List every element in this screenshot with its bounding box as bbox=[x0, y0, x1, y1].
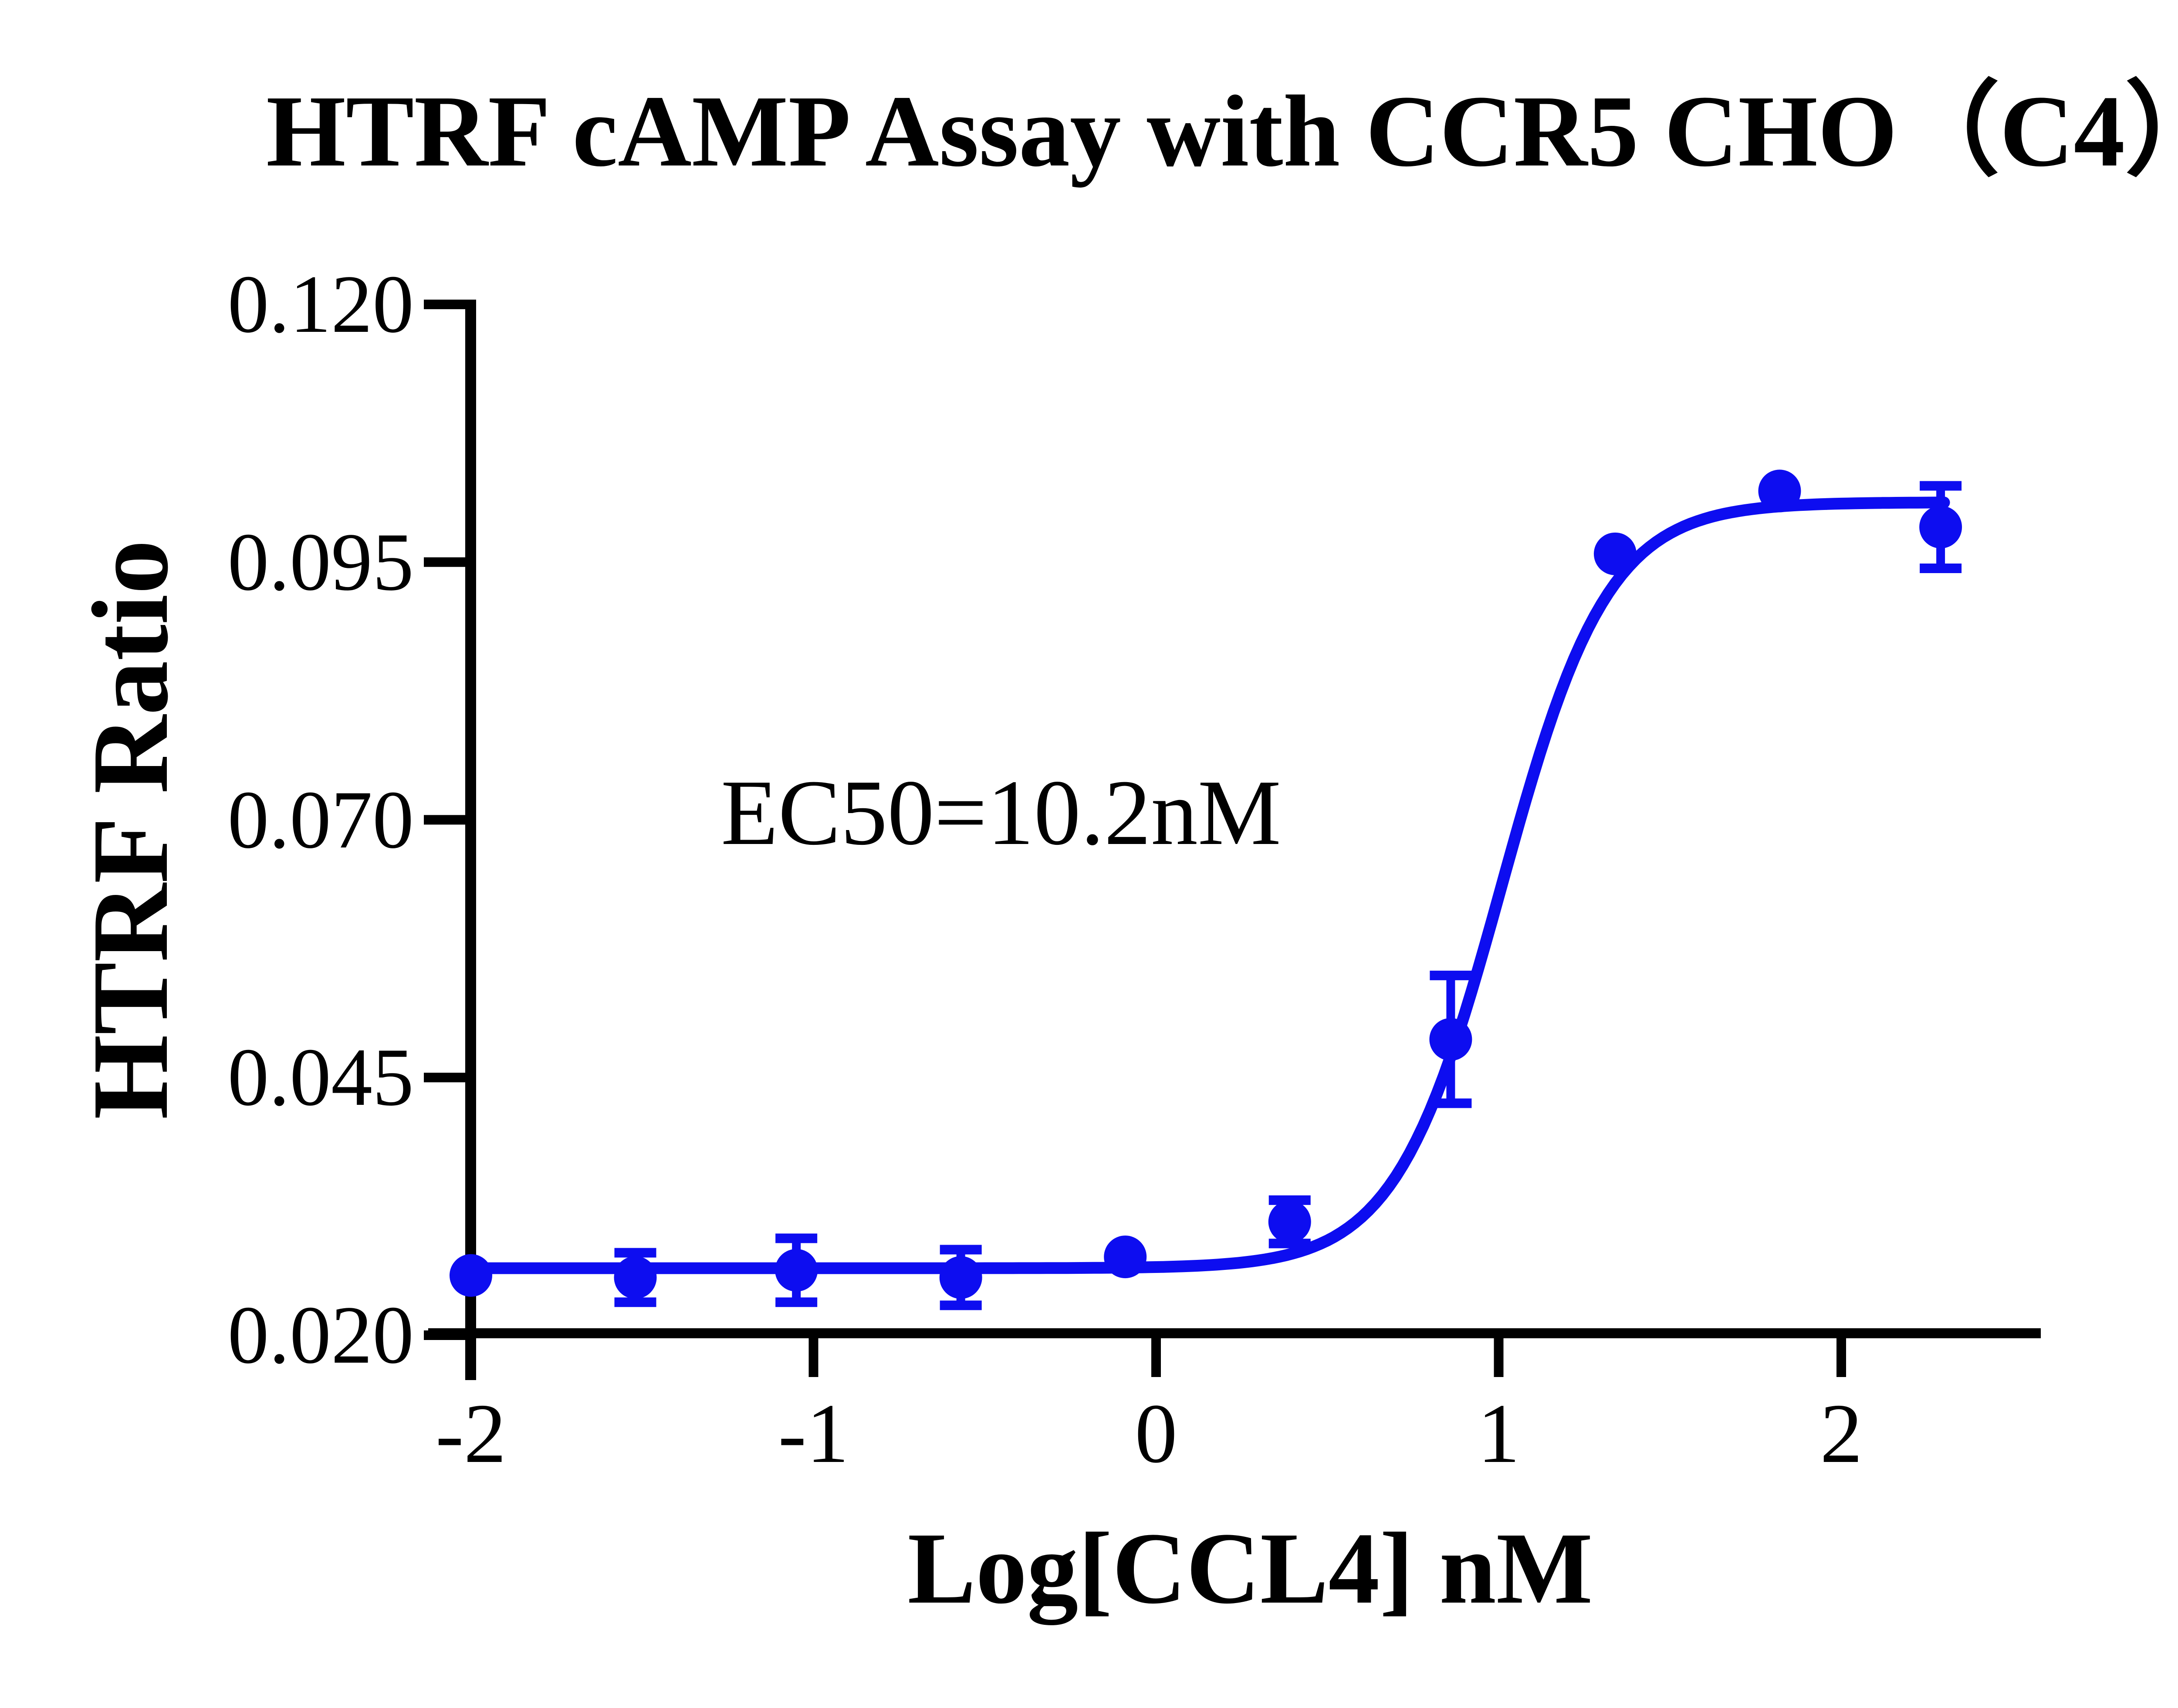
y-tick-label: 0.020 bbox=[227, 1289, 414, 1381]
x-tick-mark bbox=[466, 1338, 476, 1377]
y-tick-mark bbox=[424, 815, 465, 825]
chart-title: HTRF cAMP Assay with CCR5 CHO（C4） bbox=[266, 74, 2178, 188]
x-tick-label: 1 bbox=[1477, 1387, 1520, 1481]
data-point-marker bbox=[1919, 506, 1962, 549]
x-tick-label: 2 bbox=[1820, 1387, 1863, 1481]
x-tick-label: -2 bbox=[435, 1387, 507, 1481]
x-tick-mark bbox=[1494, 1338, 1504, 1377]
data-point-marker bbox=[1758, 469, 1801, 513]
y-tick-mark bbox=[424, 1073, 465, 1083]
y-axis-line bbox=[465, 300, 476, 1380]
y-tick-label: 0.095 bbox=[227, 516, 414, 608]
y-tick-label: 0.120 bbox=[227, 259, 414, 350]
fit-curve bbox=[465, 496, 1950, 1274]
x-tick-label: 0 bbox=[1135, 1387, 1177, 1481]
x-tick-mark bbox=[1836, 1338, 1846, 1377]
ec50-annotation: EC50=10.2nM bbox=[721, 760, 1281, 864]
data-point-marker bbox=[939, 1256, 982, 1299]
x-tick-mark bbox=[808, 1338, 818, 1377]
y-tick-label: 0.070 bbox=[227, 774, 414, 866]
data-point-marker bbox=[614, 1256, 657, 1299]
data-point-marker bbox=[1104, 1235, 1147, 1279]
y-tick-mark bbox=[424, 1330, 465, 1340]
y-tick-label: 0.045 bbox=[227, 1032, 414, 1124]
x-axis-line bbox=[428, 1328, 2041, 1338]
x-tick-label: -1 bbox=[778, 1387, 849, 1481]
data-point-marker bbox=[1429, 1018, 1472, 1061]
y-tick-mark bbox=[424, 300, 465, 309]
data-point-marker bbox=[1268, 1200, 1311, 1243]
data-point-marker bbox=[450, 1254, 492, 1297]
x-axis-title: Log[CCL4] nM bbox=[907, 1512, 1593, 1625]
data-point-marker bbox=[775, 1249, 818, 1292]
x-tick-mark bbox=[1151, 1338, 1161, 1377]
y-tick-mark bbox=[424, 557, 465, 567]
data-point-marker bbox=[1593, 532, 1637, 575]
